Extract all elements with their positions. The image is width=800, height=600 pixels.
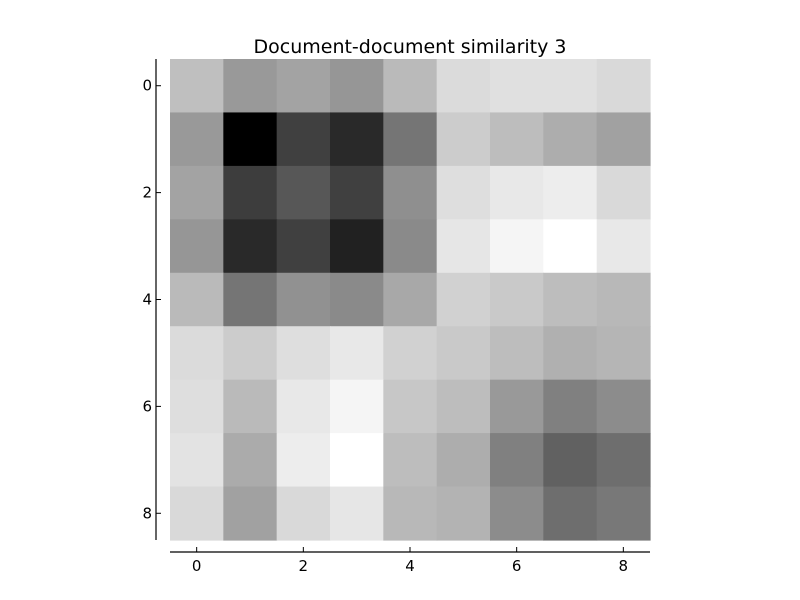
heatmap-cell-r5-c1 (223, 326, 278, 381)
heatmap-cell-r1-c3 (330, 112, 384, 167)
heatmap-cell-r0-c3 (330, 59, 384, 114)
heatmap-cells (170, 59, 651, 541)
heatmap-cell-r1-c7 (543, 112, 598, 167)
heatmap-cell-r4-c0 (170, 272, 224, 327)
heatmap-cell-r4-c7 (543, 272, 598, 327)
heatmap-cell-r8-c8 (596, 486, 651, 541)
heatmap-cell-r3-c5 (436, 219, 491, 274)
heatmap-cell-r6-c1 (223, 379, 278, 434)
heatmap-cell-r2-c6 (490, 165, 544, 220)
heatmap-cell-r1-c2 (276, 112, 331, 167)
heatmap-cell-r0-c6 (490, 59, 544, 114)
heatmap-cell-r8-c7 (543, 486, 598, 541)
heatmap-cell-r5-c7 (543, 326, 598, 381)
heatmap-cell-r3-c1 (223, 219, 278, 274)
heatmap-cell-r1-c1 (223, 112, 278, 167)
heatmap-cell-r4-c8 (596, 272, 651, 327)
heatmap-cell-r8-c3 (330, 486, 384, 541)
heatmap-cell-r4-c3 (330, 272, 384, 327)
y-tick-label-6: 6 (142, 397, 152, 415)
heatmap-cell-r2-c0 (170, 165, 224, 220)
x-tick-label-4: 4 (405, 557, 415, 575)
heatmap-cell-r5-c8 (596, 326, 651, 381)
heatmap-cell-r6-c6 (490, 379, 544, 434)
heatmap-cell-r1-c0 (170, 112, 224, 167)
heatmap-cell-r3-c7 (543, 219, 598, 274)
heatmap-cell-r2-c3 (330, 165, 384, 220)
y-tick-label-8: 8 (142, 504, 152, 522)
y-tick-label-4: 4 (142, 291, 152, 309)
heatmap-cell-r3-c6 (490, 219, 544, 274)
heatmap-cell-r8-c5 (436, 486, 491, 541)
heatmap-cell-r3-c0 (170, 219, 224, 274)
chart-title: Document-document similarity 3 (254, 36, 567, 58)
heatmap-cell-r3-c8 (596, 219, 651, 274)
heatmap-cell-r8-c2 (276, 486, 331, 541)
heatmap-cell-r7-c8 (596, 433, 651, 488)
heatmap-cell-r4-c4 (383, 272, 438, 327)
heatmap-cell-r1-c5 (436, 112, 491, 167)
x-axis-ticks: 0 2 4 6 8 (192, 547, 628, 575)
heatmap-cell-r0-c4 (383, 59, 438, 114)
heatmap-cell-r4-c2 (276, 272, 331, 327)
heatmap-cell-r8-c6 (490, 486, 544, 541)
heatmap-cell-r0-c7 (543, 59, 598, 114)
heatmap-cell-r1-c6 (490, 112, 544, 167)
heatmap-cell-r7-c6 (490, 433, 544, 488)
heatmap-cell-r3-c3 (330, 219, 384, 274)
heatmap-cell-r5-c5 (436, 326, 491, 381)
heatmap-cell-r8-c1 (223, 486, 278, 541)
heatmap-cell-r6-c7 (543, 379, 598, 434)
heatmap-cell-r7-c5 (436, 433, 491, 488)
heatmap-cell-r6-c4 (383, 379, 438, 434)
heatmap-cell-r7-c4 (383, 433, 438, 488)
x-tick-label-8: 8 (619, 557, 629, 575)
heatmap-cell-r4-c1 (223, 272, 278, 327)
heatmap-cell-r7-c0 (170, 433, 224, 488)
heatmap-cell-r8-c0 (170, 486, 224, 541)
heatmap-cell-r2-c7 (543, 165, 598, 220)
heatmap-cell-r2-c5 (436, 165, 491, 220)
heatmap-cell-r2-c2 (276, 165, 331, 220)
heatmap-cell-r2-c8 (596, 165, 651, 220)
heatmap-cell-r6-c3 (330, 379, 384, 434)
heatmap-cell-r7-c2 (276, 433, 331, 488)
heatmap-cell-r1-c8 (596, 112, 651, 167)
heatmap-cell-r0-c2 (276, 59, 331, 114)
y-tick-label-0: 0 (142, 77, 152, 95)
heatmap-cell-r2-c1 (223, 165, 278, 220)
heatmap-cell-r6-c5 (436, 379, 491, 434)
heatmap-cell-r6-c2 (276, 379, 331, 434)
heatmap-cell-r8-c4 (383, 486, 438, 541)
heatmap-cell-r7-c7 (543, 433, 598, 488)
heatmap-cell-r4-c5 (436, 272, 491, 327)
heatmap-cell-r5-c2 (276, 326, 331, 381)
heatmap-cell-r0-c1 (223, 59, 278, 114)
x-tick-label-6: 6 (512, 557, 522, 575)
heatmap-cell-r6-c8 (596, 379, 651, 434)
y-axis-ticks: 0 2 4 6 8 (142, 77, 161, 522)
x-tick-label-2: 2 (299, 557, 309, 575)
heatmap-cell-r7-c3 (330, 433, 384, 488)
heatmap-cell-r5-c6 (490, 326, 544, 381)
heatmap-cell-r5-c3 (330, 326, 384, 381)
y-tick-label-2: 2 (142, 184, 152, 202)
heatmap-cell-r1-c4 (383, 112, 438, 167)
heatmap-cell-r0-c8 (596, 59, 651, 114)
heatmap-cell-r2-c4 (383, 165, 438, 220)
heatmap-cell-r0-c5 (436, 59, 491, 114)
heatmap-cell-r3-c2 (276, 219, 331, 274)
heatmap-cell-r7-c1 (223, 433, 278, 488)
heatmap-cell-r0-c0 (170, 59, 224, 114)
heatmap-cell-r5-c4 (383, 326, 438, 381)
heatmap-cell-r5-c0 (170, 326, 224, 381)
x-tick-label-0: 0 (192, 557, 202, 575)
heatmap-cell-r4-c6 (490, 272, 544, 327)
heatmap-cell-r6-c0 (170, 379, 224, 434)
heatmap-cell-r3-c4 (383, 219, 438, 274)
